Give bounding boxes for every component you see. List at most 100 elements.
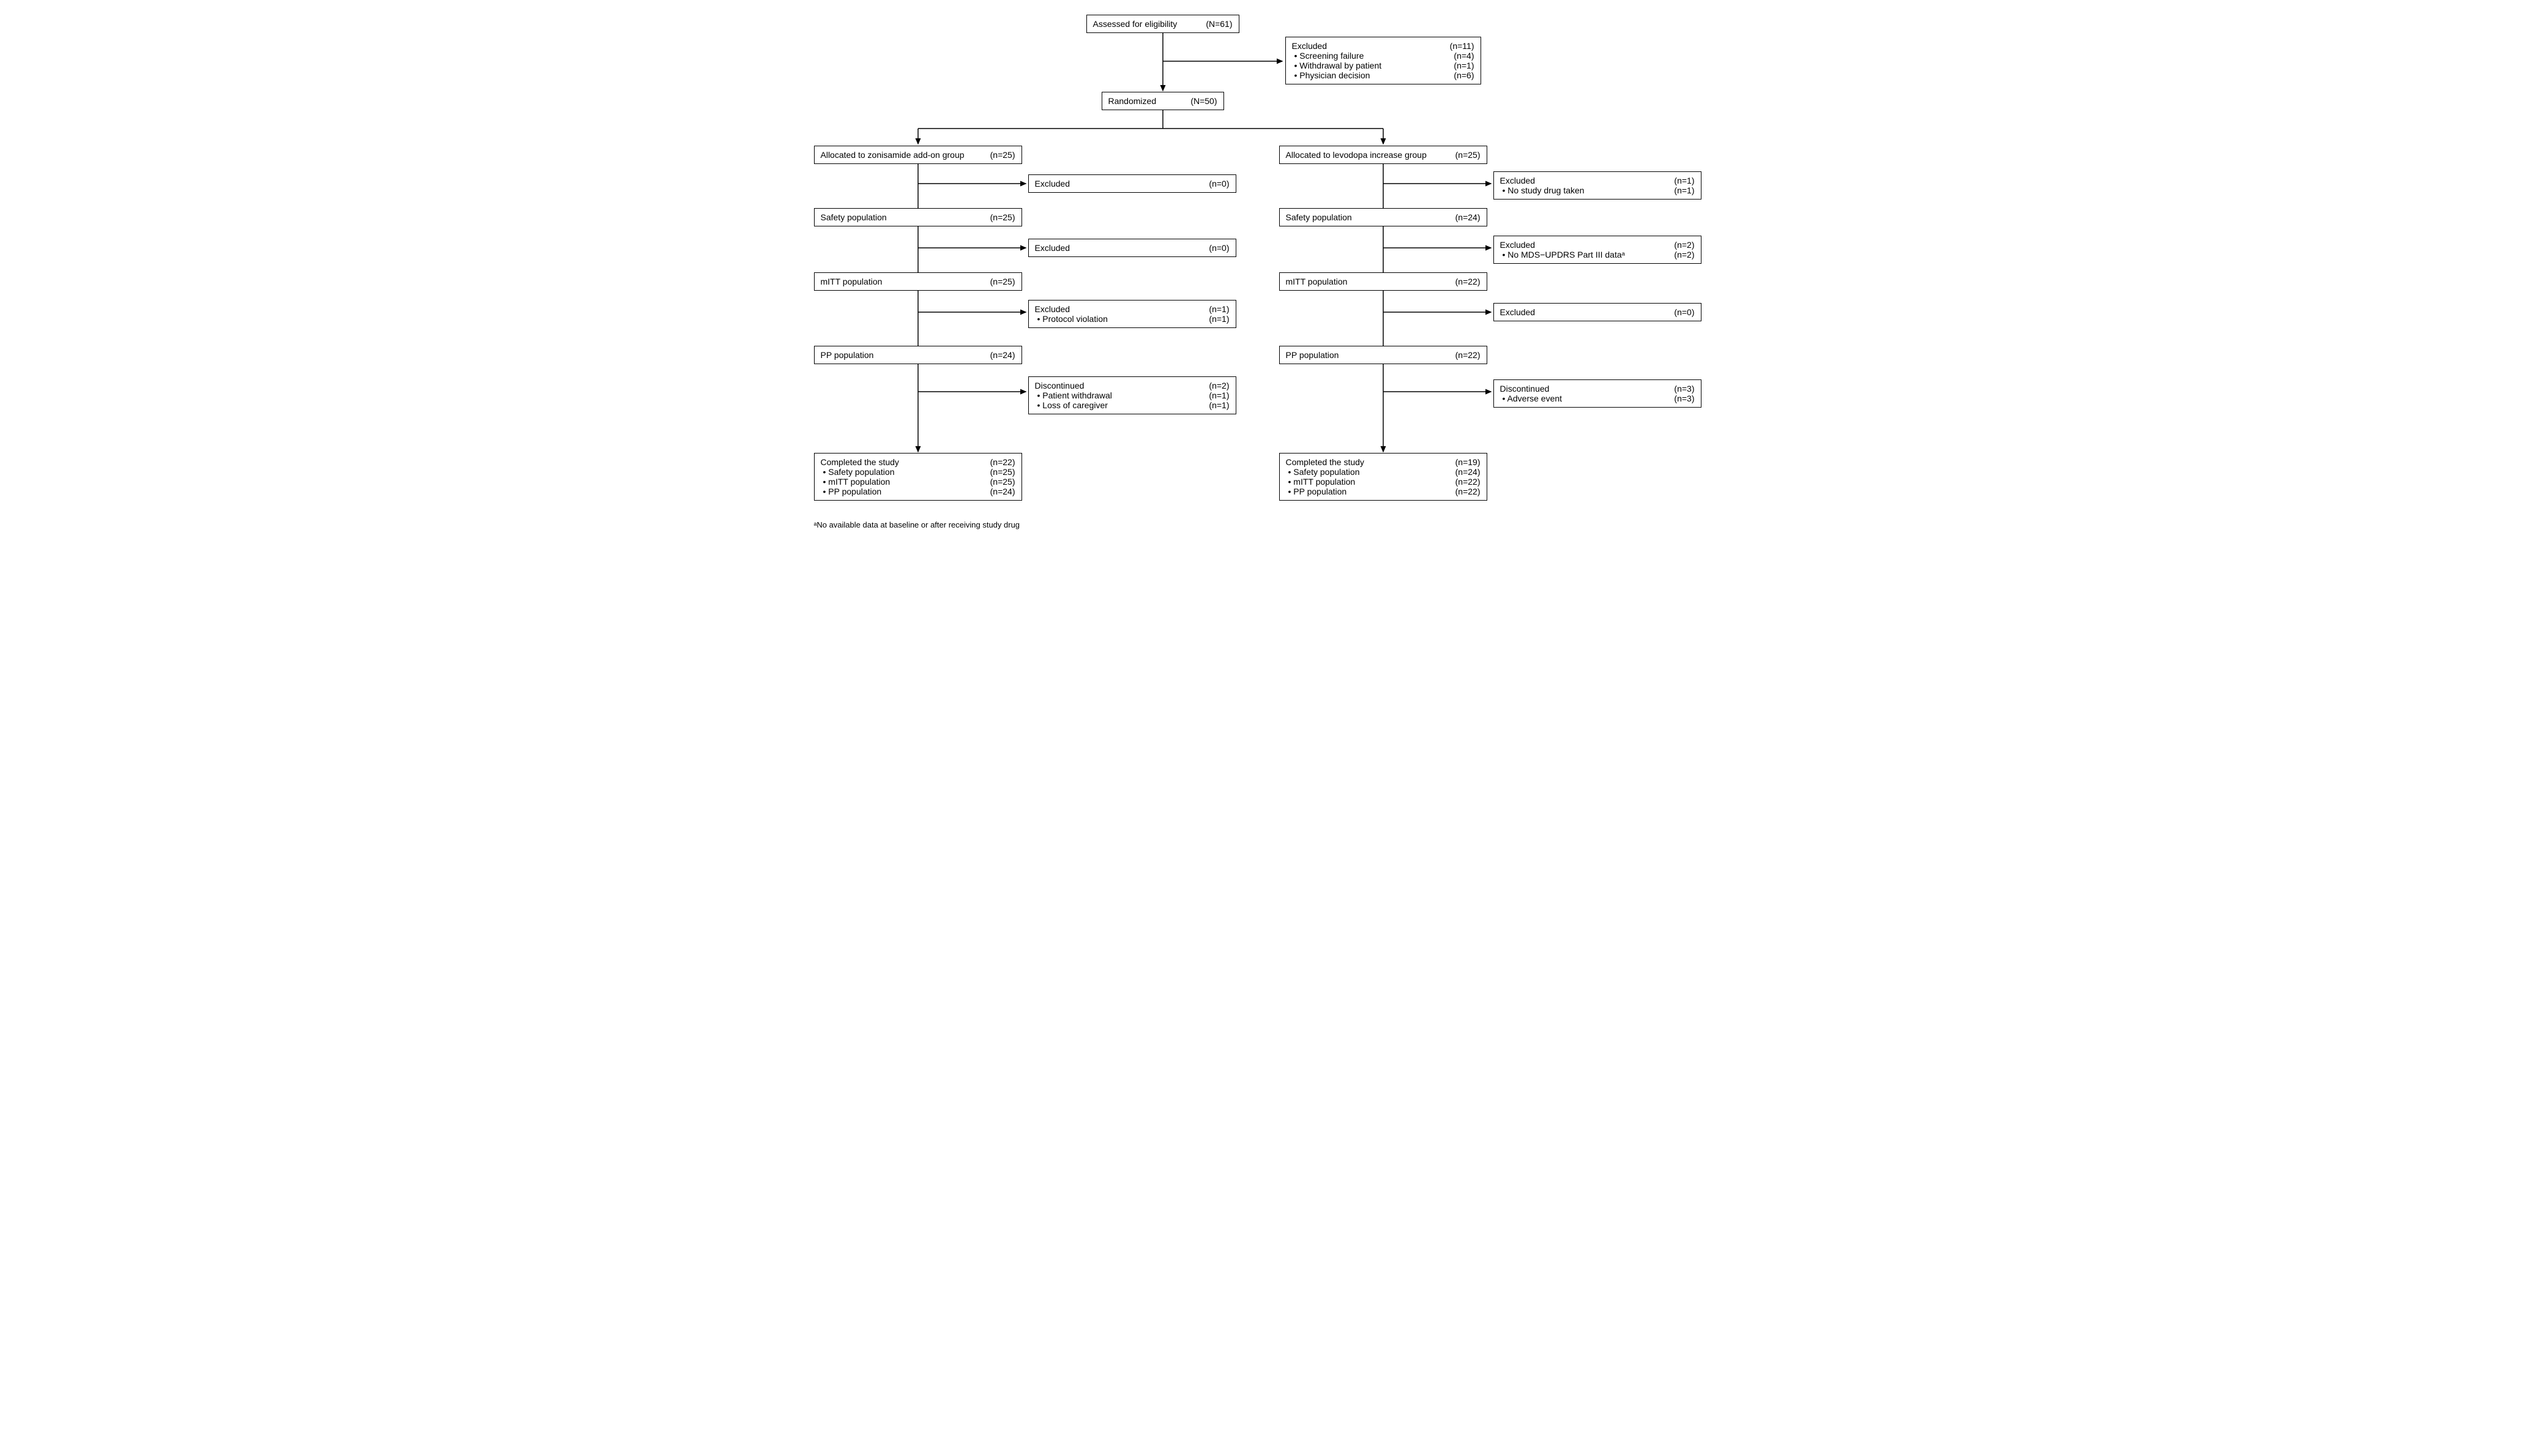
- list-item: mITT population (n=22): [1286, 477, 1481, 487]
- list-item: Patient withdrawal(n=1): [1035, 390, 1230, 400]
- left-disc-items: Patient withdrawal(n=1)Loss of caregiver…: [1035, 390, 1230, 410]
- box-right-pp: PP population (n=22): [1279, 346, 1487, 364]
- left-disc-n: (n=2): [1209, 381, 1229, 390]
- list-item: No study drug taken (n=1): [1500, 185, 1695, 195]
- right-alloc-n: (n=25): [1455, 150, 1481, 160]
- list-item: Protocol violation (n=1): [1035, 314, 1230, 324]
- right-excl2-title: Excluded: [1500, 240, 1541, 250]
- right-excl2-n: (n=2): [1674, 240, 1694, 250]
- list-item-count: (n=1): [1209, 400, 1229, 410]
- list-item-count: (n=22): [1455, 477, 1481, 487]
- right-excl1-items: No study drug taken (n=1): [1500, 185, 1695, 195]
- list-item: No MDS−UPDRS Part III dataᵃ (n=2): [1500, 250, 1695, 259]
- left-comp-n: (n=22): [990, 457, 1015, 467]
- top-excl-items: Screening failure(n=4)Withdrawal by pati…: [1292, 51, 1474, 80]
- list-item: PP population (n=22): [1286, 487, 1481, 496]
- footnote: ᵃNo available data at baseline or after …: [814, 520, 1020, 529]
- box-assessed: Assessed for eligibility (N=61): [1086, 15, 1239, 33]
- box-left-safety: Safety population (n=25): [814, 208, 1022, 226]
- left-excl2-title: Excluded: [1035, 243, 1075, 253]
- list-item-count: (n=24): [990, 487, 1015, 496]
- list-item-label: Safety population: [823, 467, 895, 477]
- list-item-label: Physician decision: [1294, 70, 1370, 80]
- right-mitt-label: mITT population: [1286, 277, 1353, 286]
- right-disc-title: Discontinued: [1500, 384, 1555, 394]
- box-right-disc: Discontinued (n=3) Adverse event(n=3): [1493, 379, 1701, 408]
- list-item-label: Loss of caregiver: [1037, 400, 1108, 410]
- left-pp-label: PP population: [821, 350, 879, 360]
- list-item-count: (n=25): [990, 477, 1015, 487]
- top-excl-title-n: (n=11): [1450, 41, 1474, 51]
- right-safety-label: Safety population: [1286, 212, 1357, 222]
- list-item-count: (n=1): [1209, 314, 1229, 324]
- right-disc-items: Adverse event(n=3): [1500, 394, 1695, 403]
- right-comp-title: Completed the study: [1286, 457, 1369, 467]
- left-mitt-n: (n=25): [990, 277, 1015, 286]
- list-item: Adverse event(n=3): [1500, 394, 1695, 403]
- left-excl3-title: Excluded: [1035, 304, 1075, 314]
- box-left-excl1: Excluded (n=0): [1028, 174, 1236, 193]
- assessed-n: (N=61): [1206, 19, 1232, 29]
- box-right-completed: Completed the study (n=19) Safety popula…: [1279, 453, 1487, 501]
- right-alloc-label: Allocated to levodopa increase group: [1286, 150, 1432, 160]
- list-item-count: (n=2): [1674, 250, 1694, 259]
- box-right-excl1: Excluded (n=1) No study drug taken (n=1): [1493, 171, 1701, 200]
- right-excl1-title: Excluded: [1500, 176, 1541, 185]
- list-item: Screening failure(n=4): [1292, 51, 1474, 61]
- list-item-count: (n=1): [1454, 61, 1474, 70]
- list-item-count: (n=22): [1455, 487, 1481, 496]
- list-item-label: Safety population: [1288, 467, 1360, 477]
- right-excl3-title: Excluded: [1500, 307, 1541, 317]
- box-randomized: Randomized (N=50): [1102, 92, 1224, 110]
- box-left-pp: PP population (n=24): [814, 346, 1022, 364]
- randomized-label: Randomized: [1108, 96, 1162, 106]
- right-pp-label: PP population: [1286, 350, 1344, 360]
- left-disc-title: Discontinued: [1035, 381, 1089, 390]
- list-item: Safety population(n=24): [1286, 467, 1481, 477]
- list-item: Withdrawal by patient (n=1): [1292, 61, 1474, 70]
- list-item-count: (n=4): [1454, 51, 1474, 61]
- box-right-allocated: Allocated to levodopa increase group (n=…: [1279, 146, 1487, 164]
- box-right-excl2: Excluded (n=2) No MDS−UPDRS Part III dat…: [1493, 236, 1701, 264]
- left-excl3-n: (n=1): [1209, 304, 1229, 314]
- assessed-label: Assessed for eligibility: [1093, 19, 1182, 29]
- list-item-label: PP population: [1288, 487, 1347, 496]
- top-excl-title: Excluded: [1292, 41, 1332, 51]
- list-item-label: PP population: [823, 487, 882, 496]
- list-item-count: (n=25): [990, 467, 1015, 477]
- right-mitt-n: (n=22): [1455, 277, 1481, 286]
- list-item-label: No study drug taken: [1503, 185, 1585, 195]
- list-item-label: Withdrawal by patient: [1294, 61, 1382, 70]
- list-item-count: (n=1): [1209, 390, 1229, 400]
- left-excl1-n: (n=0): [1209, 179, 1229, 189]
- list-item-label: Protocol violation: [1037, 314, 1108, 324]
- list-item-label: Adverse event: [1503, 394, 1563, 403]
- list-item: Loss of caregiver (n=1): [1035, 400, 1230, 410]
- left-alloc-n: (n=25): [990, 150, 1015, 160]
- right-excl1-n: (n=1): [1674, 176, 1694, 185]
- consort-flowchart: Assessed for eligibility (N=61) Excluded…: [808, 12, 1714, 551]
- left-excl3-items: Protocol violation (n=1): [1035, 314, 1230, 324]
- left-mitt-label: mITT population: [821, 277, 887, 286]
- left-pp-n: (n=24): [990, 350, 1015, 360]
- box-left-allocated: Allocated to zonisamide add-on group (n=…: [814, 146, 1022, 164]
- list-item: Safety population (n=25): [821, 467, 1015, 477]
- list-item-label: No MDS−UPDRS Part III dataᵃ: [1503, 250, 1625, 259]
- left-excl2-n: (n=0): [1209, 243, 1229, 253]
- right-pp-n: (n=22): [1455, 350, 1481, 360]
- left-excl1-title: Excluded: [1035, 179, 1075, 189]
- list-item-count: (n=1): [1674, 185, 1694, 195]
- randomized-n: (N=50): [1190, 96, 1217, 106]
- list-item-label: mITT population: [1288, 477, 1356, 487]
- box-left-completed: Completed the study (n=22) Safety popula…: [814, 453, 1022, 501]
- box-left-disc: Discontinued (n=2) Patient withdrawal(n=…: [1028, 376, 1236, 414]
- left-alloc-label: Allocated to zonisamide add-on group: [821, 150, 969, 160]
- list-item-label: mITT population: [823, 477, 891, 487]
- right-disc-n: (n=3): [1674, 384, 1694, 394]
- box-left-excl3: Excluded (n=1) Protocol violation (n=1): [1028, 300, 1236, 328]
- right-comp-n: (n=19): [1455, 457, 1481, 467]
- right-excl3-n: (n=0): [1674, 307, 1694, 317]
- box-right-safety: Safety population (n=24): [1279, 208, 1487, 226]
- right-comp-items: Safety population(n=24)mITT population (n…: [1286, 467, 1481, 496]
- box-left-mitt: mITT population (n=25): [814, 272, 1022, 291]
